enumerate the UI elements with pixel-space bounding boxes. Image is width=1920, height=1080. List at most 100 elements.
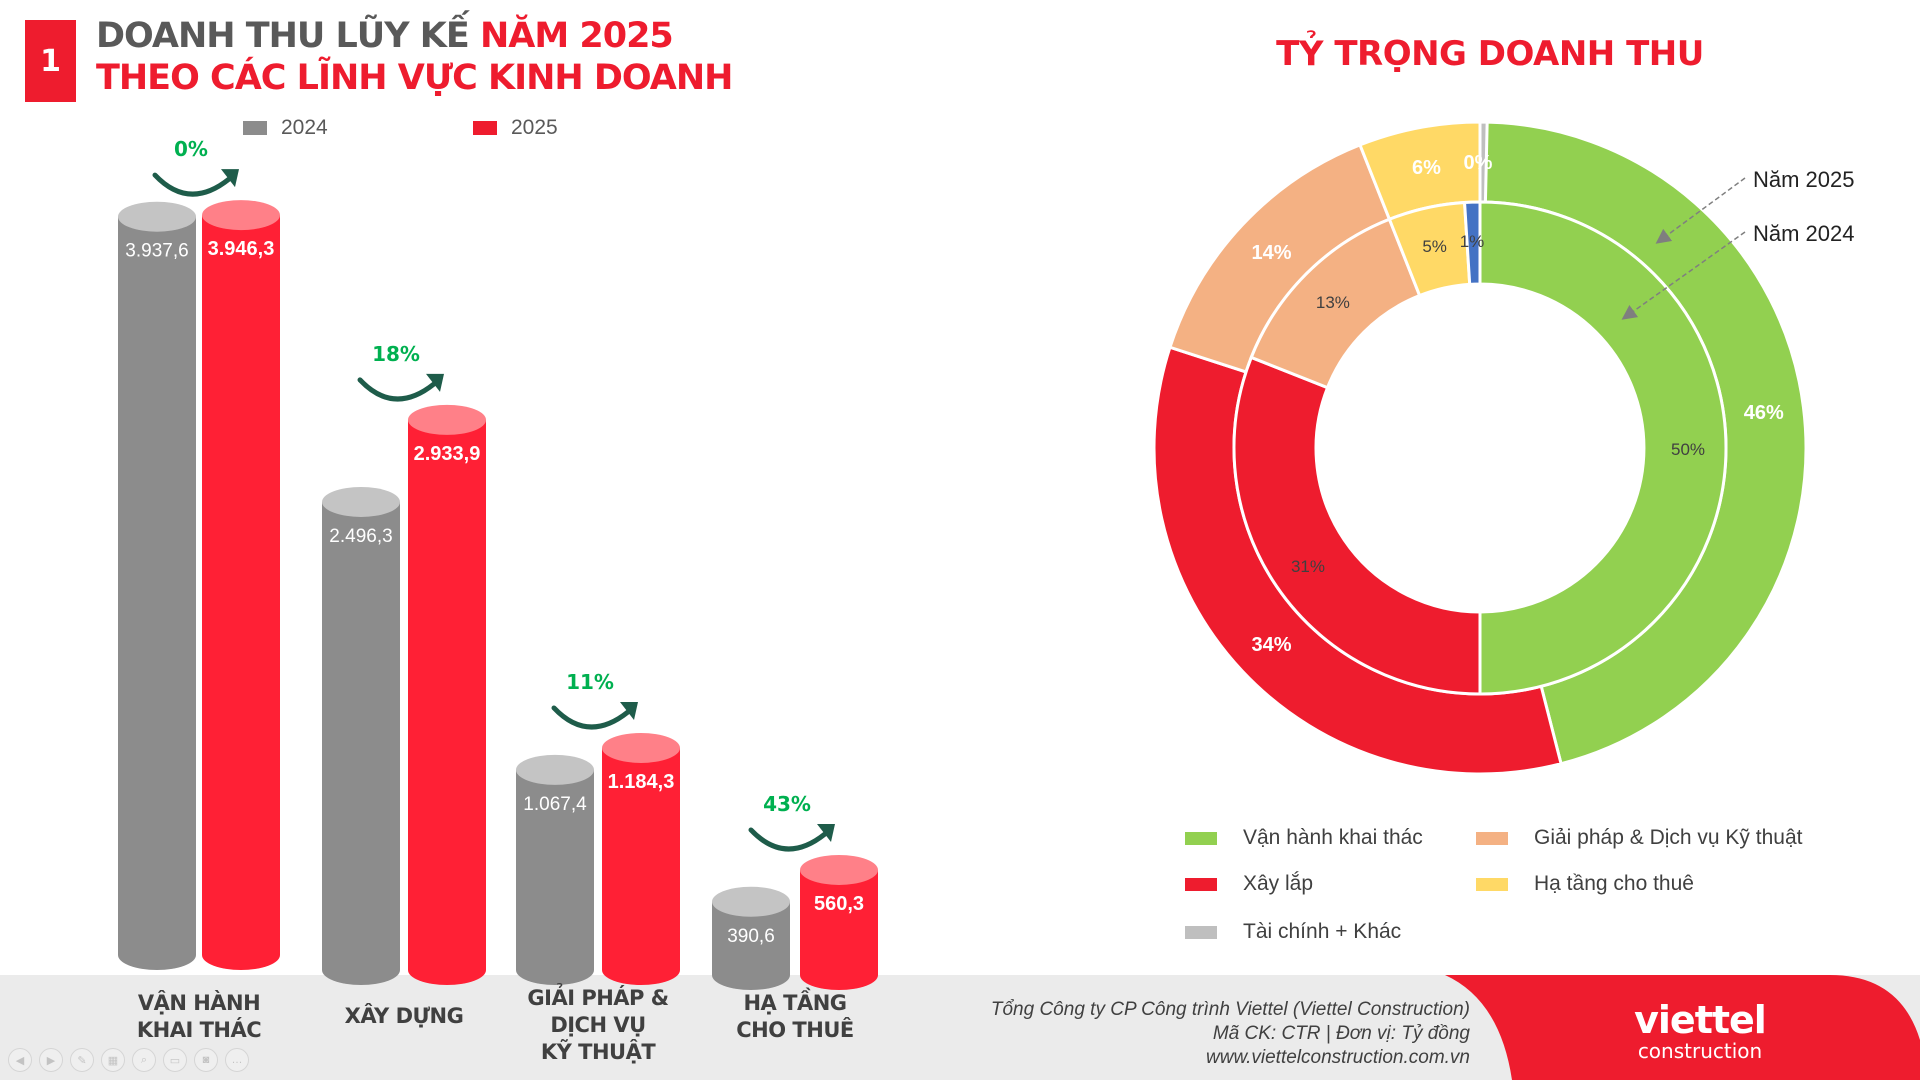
bar-body (118, 216, 196, 970)
company-name: Tổng Công ty CP Công trình Viettel (Viet… (990, 999, 1470, 1020)
donut-slice-label: 6% (1412, 157, 1441, 179)
donut-legend-item-tai-chinh: Tài chính + Khác (1185, 920, 1401, 944)
bar-top (322, 486, 400, 517)
donut-slice-label: 34% (1251, 634, 1291, 656)
bar-value-label: 1.184,3 (608, 771, 675, 793)
growth-label: 43% (763, 792, 811, 816)
donut-slice-label: 14% (1251, 242, 1291, 264)
bar-body (408, 419, 486, 985)
annotation-arrow-2024 (1621, 231, 1746, 320)
category-label-line: GIẢI PHÁP & (527, 986, 669, 1010)
category-label-line: CHO THUÊ (736, 1018, 854, 1042)
bar-2024-1 (118, 201, 196, 970)
bar-2024-2 (322, 486, 400, 985)
bar-2024-3 (516, 754, 594, 985)
next-slide-icon[interactable]: ▶ (39, 1048, 63, 1072)
see-all-slides-icon[interactable]: ▦ (101, 1048, 125, 1072)
bar-top (712, 886, 790, 917)
page-title-line-2: THEO CÁC LĨNH VỰC KINH DOANH (96, 58, 733, 98)
bar-value-label: 3.946,3 (208, 238, 275, 260)
bar-value-label: 560,3 (814, 893, 864, 915)
category-label: XÂY DỰNG (314, 1003, 494, 1030)
bar-value-label: 390,6 (727, 926, 775, 947)
donut-legend-item-van-hanh: Vận hành khai thác (1185, 826, 1423, 850)
donut-slice-label: 1% (1460, 232, 1485, 251)
legend-swatch-van-hanh (1185, 831, 1217, 845)
section-number-badge: 1 (25, 20, 76, 102)
bar-body (516, 769, 594, 985)
brand-sub: construction (1637, 1039, 1763, 1063)
legend-label-xay-lap: Xây lắp (1243, 872, 1314, 895)
legend-swatch-tai-chinh (1185, 925, 1217, 939)
bar-body (602, 747, 680, 985)
bar-top (516, 754, 594, 785)
bar-body (202, 215, 280, 971)
category-label-line: HẠ TẦNG (743, 991, 847, 1015)
annotation-2025: Năm 2025 (1753, 167, 1855, 192)
growth-arrow-icon (748, 823, 835, 852)
donut-slice-label: 13% (1316, 293, 1350, 312)
slideshow-controls: ◀ ▶ ✎ ▦ ⌕ ▭ ◙ … (8, 1048, 249, 1072)
bar-2024-4 (712, 886, 790, 990)
legend-swatch-2025 (473, 121, 497, 135)
stock-code-unit: Mã CK: CTR | Đơn vị: Tỷ đồng (1212, 1023, 1470, 1044)
bar-top (118, 201, 196, 232)
donut-slice-label: 0% (1464, 152, 1493, 174)
category-label: HẠ TẦNG CHO THUÊ (705, 990, 885, 1044)
growth-arrow-icon (551, 701, 638, 730)
growth-arrow-icon (357, 373, 444, 402)
legend-label-van-hanh: Vận hành khai thác (1243, 826, 1423, 849)
bar-top (800, 854, 878, 885)
category-label-line: DỊCH VỤ (550, 1013, 646, 1037)
company-website[interactable]: www.viettelconstruction.com.vn (1206, 1047, 1470, 1068)
annotation-2024: Năm 2024 (1753, 221, 1855, 246)
bar-top (602, 732, 680, 763)
title-part-gray: DOANH THU LŨY KẾ (96, 16, 480, 56)
bar-2025-1 (202, 200, 280, 971)
bar-top (202, 200, 280, 231)
category-label: VẬN HÀNH KHAI THÁC (109, 990, 289, 1044)
legend-label-giai-phap: Giải pháp & Dịch vụ Kỹ thuật (1534, 826, 1803, 849)
donut-chart-title: TỶ TRỌNG DOANH THU (1276, 34, 1704, 74)
bar-top (408, 404, 486, 435)
legend-swatch-giai-phap (1476, 831, 1508, 845)
more-options-icon[interactable]: … (225, 1048, 249, 1072)
category-label-line: KỸ THUẬT (540, 1040, 656, 1064)
title-part-red: NĂM 2025 (479, 16, 674, 56)
donut-slice-label: 50% (1671, 440, 1705, 459)
subtitles-icon[interactable]: ▭ (163, 1048, 187, 1072)
growth-label: 11% (566, 670, 614, 694)
donut-legend-item-xay-lap: Xây lắp (1185, 872, 1313, 896)
pen-icon[interactable]: ✎ (70, 1048, 94, 1072)
category-label: GIẢI PHÁP & DỊCH VỤ KỸ THUẬT (508, 985, 688, 1066)
bar-value-label: 2.933,9 (414, 443, 481, 465)
bar-value-label: 2.496,3 (329, 526, 392, 547)
viettel-construction-logo: viettel construction (1615, 1000, 1785, 1062)
annotation-arrow-2025 (1655, 177, 1746, 244)
bar-2025-4 (800, 854, 878, 990)
company-info: Tổng Công ty CP Công trình Viettel (Viet… (991, 998, 1470, 1070)
camera-icon[interactable]: ◙ (194, 1048, 218, 1072)
legend-swatch-xay-lap (1185, 877, 1217, 891)
brand-name: viettel (1634, 998, 1767, 1042)
legend-label-2024: 2024 (281, 116, 328, 139)
bar-2025-3 (602, 732, 680, 985)
donut-legend-item-giai-phap: Giải pháp & Dịch vụ Kỹ thuật (1476, 826, 1802, 850)
bar-value-label: 1.067,4 (523, 794, 587, 815)
category-label-line: XÂY DỰNG (344, 1004, 464, 1028)
page-title-line-1: DOANH THU LŨY KẾ NĂM 2025 (96, 16, 674, 56)
bar-value-label: 3.937,6 (125, 241, 188, 262)
legend-swatch-ha-tang (1476, 877, 1508, 891)
donut-slice-label: 5% (1422, 237, 1447, 256)
growth-arrow-icon (152, 169, 239, 197)
category-label-line: VẬN HÀNH (137, 991, 261, 1015)
prev-slide-icon[interactable]: ◀ (8, 1048, 32, 1072)
growth-label: 18% (372, 342, 420, 366)
bar-body (712, 901, 790, 990)
donut-slice-Năm-2024-5 (1462, 200, 1482, 286)
legend-swatch-2024 (243, 121, 267, 135)
donut-slice-label: 31% (1291, 557, 1325, 576)
donut-legend-item-ha-tang: Hạ tầng cho thuê (1476, 872, 1694, 896)
zoom-icon[interactable]: ⌕ (132, 1048, 156, 1072)
legend-label-2025: 2025 (511, 116, 558, 139)
